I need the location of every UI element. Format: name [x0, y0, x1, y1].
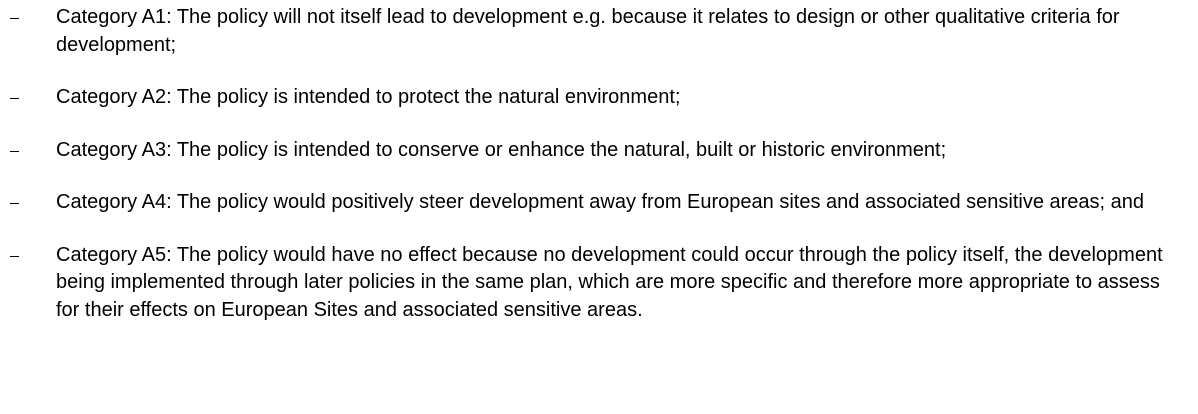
list-item: Category A1: The policy will not itself … [0, 4, 1172, 59]
item-text: Category A2: The policy is intended to p… [56, 86, 681, 108]
bullet-dash [10, 255, 19, 257]
item-text: Category A4: The policy would positively… [56, 191, 1145, 213]
list-item: Category A5: The policy would have no ef… [0, 242, 1172, 325]
list-item: Category A4: The policy would positively… [0, 189, 1172, 217]
bullet-dash [10, 150, 19, 152]
item-text: Category A5: The policy would have no ef… [56, 243, 1163, 321]
list-item: Category A3: The policy is intended to c… [0, 137, 1172, 165]
bullet-dash [10, 98, 19, 99]
item-text: Category A3: The policy is intended to c… [56, 138, 947, 161]
bullet-dash [10, 18, 19, 19]
bullet-dash [10, 203, 19, 204]
list-item: Category A2: The policy is intended to p… [0, 84, 1172, 112]
item-text: Category A1: The policy will not itself … [56, 6, 1120, 56]
